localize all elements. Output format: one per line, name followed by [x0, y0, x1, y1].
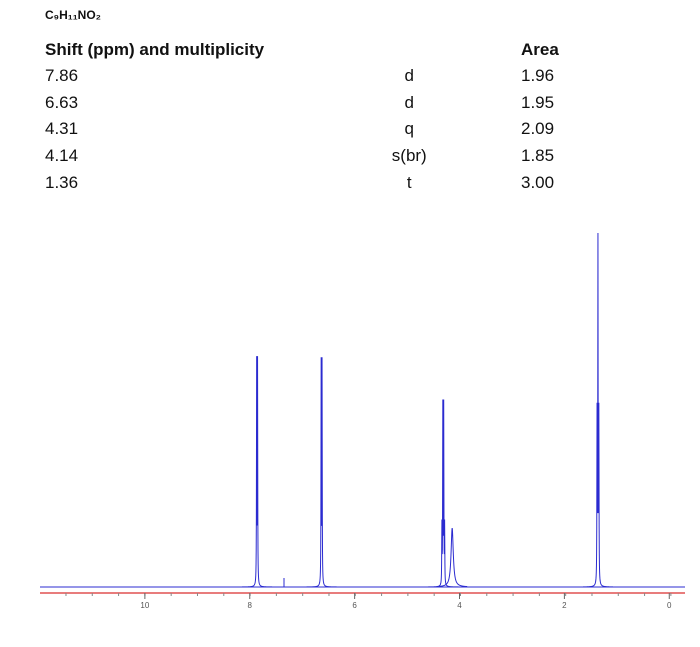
area: 3.00	[521, 172, 555, 192]
area: 2.09	[521, 119, 555, 139]
shift: 4.31	[45, 119, 79, 139]
multiplicity: q	[404, 119, 414, 139]
peak	[306, 357, 337, 588]
shift: 6.63	[45, 92, 79, 112]
table-row: 4.31 q 2.09	[42, 116, 562, 143]
table-row: 4.14 s(br) 1.85	[42, 143, 562, 170]
shift: 7.86	[45, 66, 79, 86]
area: 1.96	[521, 66, 555, 86]
header-row: Shift (ppm) and multiplicity Area	[42, 36, 562, 63]
table-row: 1.36 t 3.00	[42, 169, 562, 196]
peak	[437, 528, 468, 588]
table-row: 7.86 d 1.96	[42, 63, 562, 90]
area: 1.95	[521, 92, 555, 112]
x-tick-label: 2	[562, 601, 567, 610]
shift: 1.36	[45, 172, 79, 192]
header-cell: Area	[521, 39, 559, 59]
shift-table: Shift (ppm) and multiplicity Area 7.86 d 1…	[42, 36, 562, 196]
multiplicity: t	[406, 172, 412, 192]
x-tick-label: 6	[352, 601, 357, 610]
multiplicity: d	[404, 66, 414, 86]
peak	[242, 356, 273, 588]
table-row: 6.63 d 1.95	[42, 90, 562, 117]
x-tick-label: 8	[248, 601, 253, 610]
multiplicity: d	[404, 92, 414, 112]
shift: 4.14	[45, 146, 79, 166]
peak	[582, 232, 613, 588]
area: 1.85	[521, 146, 555, 166]
header-cell: Shift (ppm) and multiplicity	[45, 39, 265, 59]
x-tick-label: 4	[457, 601, 462, 610]
formula: C₉H₁₁NO₂	[45, 8, 101, 22]
x-tick-label: 0	[667, 601, 672, 610]
x-tick-label: 10	[140, 601, 149, 610]
multiplicity: s(br)	[391, 146, 427, 166]
peak	[428, 399, 459, 588]
